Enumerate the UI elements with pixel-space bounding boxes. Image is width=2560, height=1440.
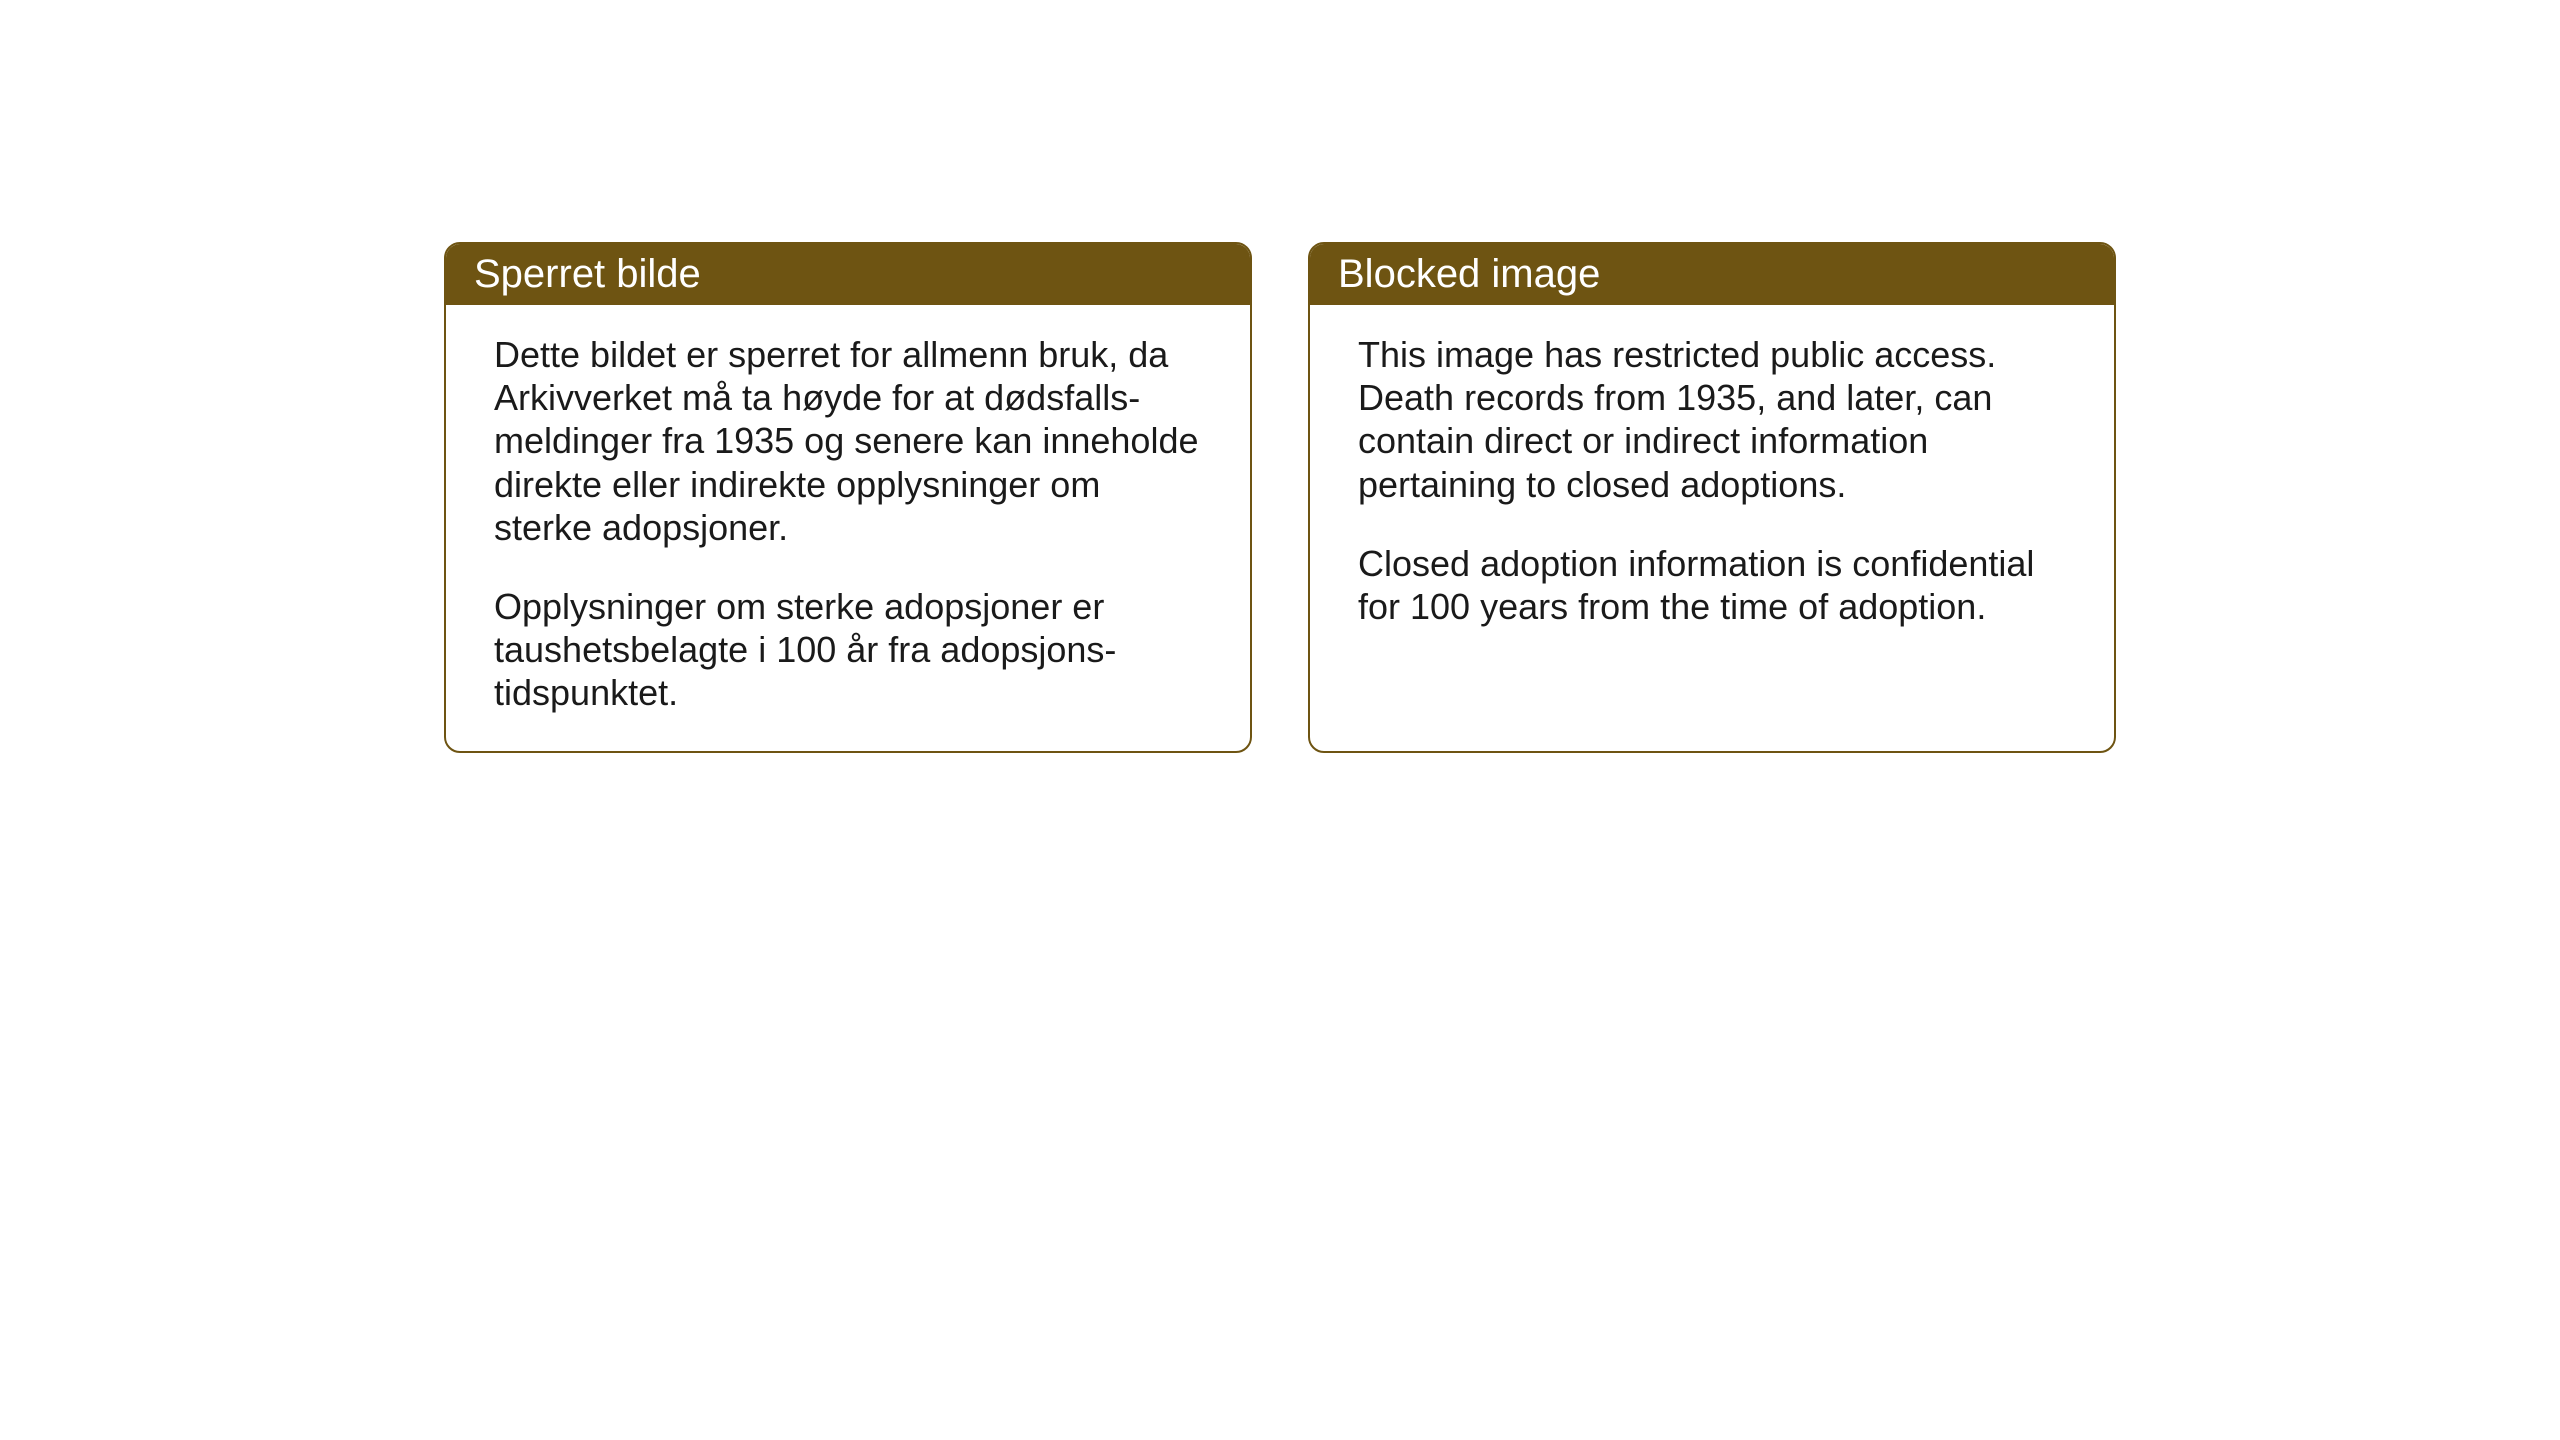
card-paragraph-norwegian-2: Opplysninger om sterke adopsjoner er tau… [494,585,1202,715]
card-title-norwegian: Sperret bilde [474,252,701,296]
notice-container: Sperret bilde Dette bildet er sperret fo… [444,242,2116,753]
notice-card-english: Blocked image This image has restricted … [1308,242,2116,753]
card-paragraph-english-1: This image has restricted public access.… [1358,333,2066,506]
card-title-english: Blocked image [1338,252,1600,296]
card-paragraph-english-2: Closed adoption information is confident… [1358,542,2066,628]
card-header-norwegian: Sperret bilde [446,244,1250,305]
card-header-english: Blocked image [1310,244,2114,305]
notice-card-norwegian: Sperret bilde Dette bildet er sperret fo… [444,242,1252,753]
card-body-norwegian: Dette bildet er sperret for allmenn bruk… [446,305,1250,751]
card-paragraph-norwegian-1: Dette bildet er sperret for allmenn bruk… [494,333,1202,549]
card-body-english: This image has restricted public access.… [1310,305,2114,664]
